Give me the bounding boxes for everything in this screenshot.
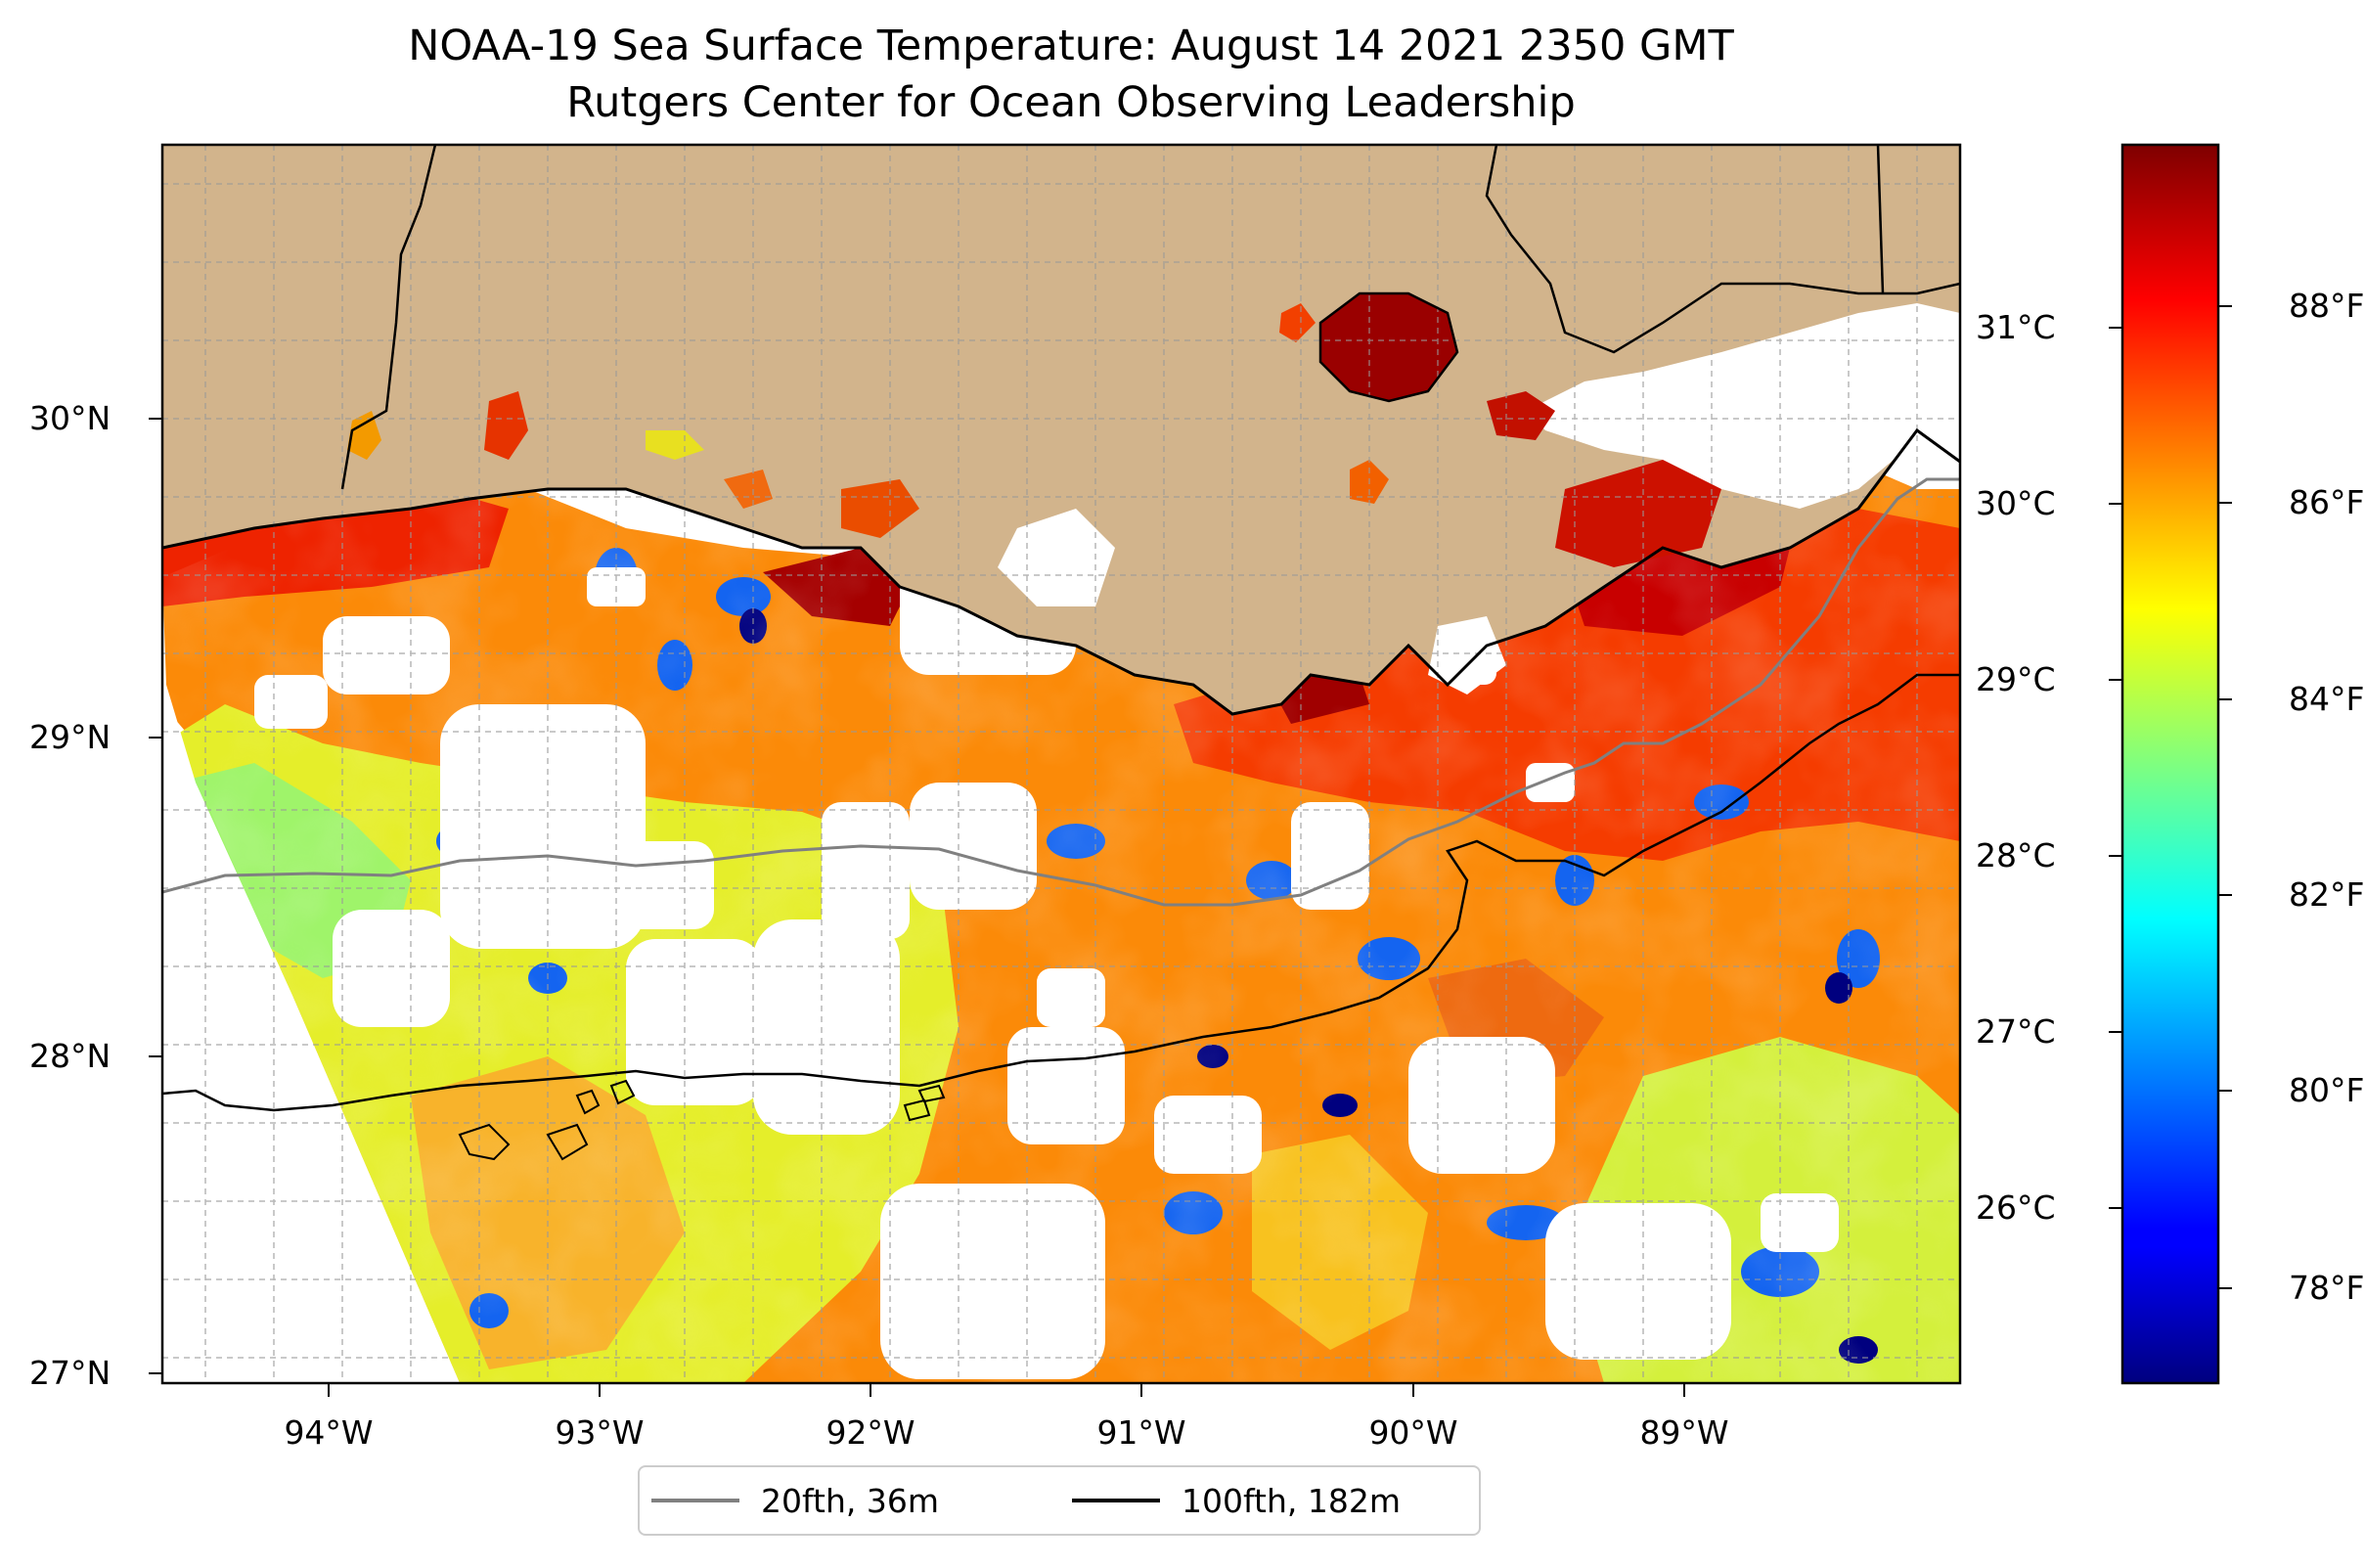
colorbar-c-label: 28°C [1976,836,2056,874]
state-boundary [1485,145,1960,354]
lon-tick-label: 94°W [284,1413,374,1452]
colorbar-f-label: 86°F [2289,483,2365,521]
colorbar-f-label: 84°F [2289,680,2365,718]
state-boundary [1876,145,1885,294]
lon-tick-label: 91°W [1096,1413,1186,1452]
legend-swatch-100fth [1072,1499,1160,1502]
colorbar-f-label: 80°F [2289,1071,2365,1109]
figure-title: NOAA-19 Sea Surface Temperature: August … [408,22,1734,70]
colorbar-c-label: 27°C [1976,1012,2056,1051]
coastline [162,427,1960,716]
lat-tick-label: 28°N [29,1037,112,1075]
colorbar-c-label: 30°C [1976,484,2056,522]
legend-item: 20fth, 36m [651,1467,939,1534]
colorbar [2120,143,2220,1385]
lat-tick-label: 30°N [29,399,112,437]
lon-tick-label: 89°W [1639,1413,1729,1452]
lon-tick-label: 92°W [826,1413,915,1452]
legend-label: 20fth, 36m [761,1481,939,1520]
lat-tick-label: 27°N [29,1354,112,1392]
colorbar-c-label: 26°C [1976,1188,2056,1227]
lon-tick-label: 90°W [1368,1413,1458,1452]
colorbar-f-label: 88°F [2289,287,2365,325]
legend-swatch-20fth [651,1499,739,1502]
lat-tick-label: 29°N [29,718,112,756]
legend-item: 100fth, 182m [1072,1467,1401,1534]
lon-tick-label: 93°W [555,1413,645,1452]
state-boundary [340,145,437,490]
isobath-20fth [162,477,1960,907]
colorbar-f-label: 82°F [2289,875,2365,914]
isobath-100fth [162,673,1960,1112]
land [162,145,1960,714]
colorbar-c-label: 29°C [1976,660,2056,698]
legend-label: 100fth, 182m [1182,1481,1401,1520]
colorbar-c-label: 31°C [1976,308,2056,346]
colorbar-f-label: 78°F [2289,1269,2365,1307]
figure-subtitle: Rutgers Center for Ocean Observing Leade… [566,78,1576,127]
legend: 20fth, 36m 100fth, 182m [638,1465,1481,1536]
